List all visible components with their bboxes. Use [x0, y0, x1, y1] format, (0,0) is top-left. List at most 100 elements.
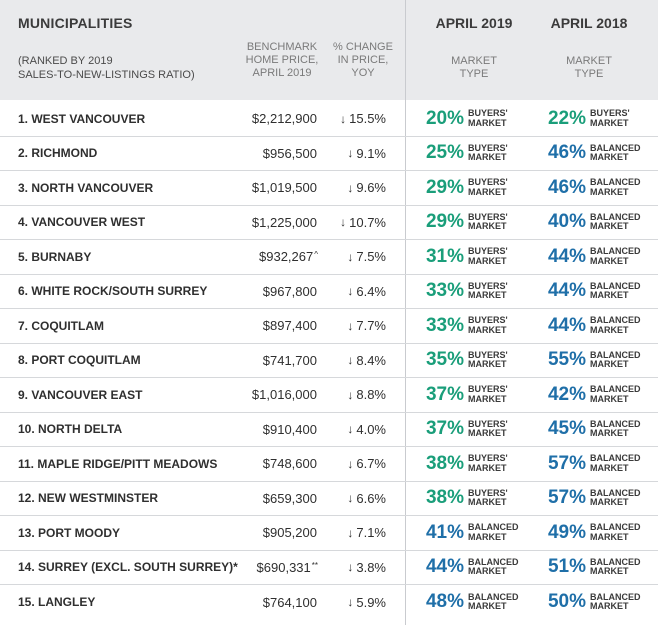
price-change: ↓ 4.0%: [328, 413, 386, 447]
benchmark-price: $659,300: [220, 482, 318, 516]
market-type-line: BUYERS': [468, 177, 508, 188]
market-2018: 57% BALANCED MARKET: [530, 447, 652, 481]
market-type-2019: BUYERS' MARKET: [468, 178, 526, 197]
price-change: ↓ 10.7%: [328, 206, 386, 240]
market-type-line: MARKET: [590, 117, 629, 128]
municipality-name: 4. VANCOUVER WEST: [18, 215, 146, 230]
price-change-value: 15.5%: [349, 111, 386, 127]
ratio-2018: 51%: [547, 556, 586, 578]
benchmark-price-value: $1,019,500: [251, 180, 317, 196]
market-type-line: MARKET: [590, 221, 629, 232]
market-type-2018: BALANCED MARKET: [590, 419, 648, 439]
municipality-name: 1. WEST VANCOUVER: [18, 111, 146, 126]
price-change: ↓ 15.5%: [328, 102, 386, 136]
benchmark-price: $910,400: [220, 413, 318, 447]
ratio-2019: 38%: [425, 452, 464, 474]
benchmark-price: $764,100: [220, 585, 318, 620]
market-2018: 57% BALANCED MARKET: [530, 482, 652, 516]
ratio-2018: 57%: [547, 452, 586, 474]
benchmark-price: $2,212,900: [220, 102, 318, 136]
table-row: 14. SURREY (EXCL. SOUTH SURREY)* $690,331…: [0, 551, 658, 585]
ratio-2018: 46%: [547, 176, 586, 198]
table-row: 10. NORTH DELTA $910,400 ↓ 4.0% 37% BUYERS' MA…: [0, 413, 658, 447]
ratio-2018: 44%: [547, 280, 586, 302]
market-type-2018: BALANCED MARKET: [590, 523, 648, 542]
market-type-line: MARKET: [590, 290, 629, 301]
market-2018: 44% BALANCED MARKET: [530, 309, 652, 343]
market-type-line: BUYERS': [468, 418, 508, 429]
market-2019: 20% BUYERS' MARKET: [408, 102, 530, 136]
market-2019: 44% BALANCED MARKET: [408, 551, 530, 585]
market-type-2018: BALANCED MARKET: [590, 557, 648, 577]
market-type-line: MARKET: [468, 531, 507, 542]
table-row: 9. VANCOUVER EAST $1,016,000 ↓ 8.8% 37% BUYER…: [0, 378, 658, 413]
benchmark-price: $932,267 ^: [220, 240, 318, 274]
market-2018: 49% BALANCED MARKET: [530, 516, 652, 550]
market-type-2019: BUYERS' MARKET: [468, 488, 526, 508]
benchmark-price-value: $690,331: [256, 559, 311, 575]
ratio-2018: 55%: [547, 349, 586, 371]
market-type-2018: BUYERS' MARKET: [590, 109, 648, 128]
table-row: 6. WHITE ROCK/SOUTH SURREY $967,800 ↓ 6.4% 3…: [0, 275, 658, 309]
market-type-line: BALANCED: [468, 556, 519, 567]
market-type-2019: BUYERS' MARKET: [468, 281, 526, 301]
price-change: ↓ 5.9%: [328, 585, 386, 620]
market-type-header-line: MARKET: [566, 55, 612, 67]
price-change: ↓ 7.1%: [328, 516, 386, 550]
arrow-down-icon: ↓: [340, 215, 347, 230]
market-type-line: MARKET: [590, 186, 629, 197]
ratio-2019: 29%: [425, 211, 464, 233]
market-type-line: BALANCED: [590, 246, 641, 257]
arrow-down-icon: ↓: [347, 146, 354, 161]
arrow-down-icon: ↓: [347, 525, 354, 540]
market-type-header-2018: MARKET TYPE: [534, 55, 644, 81]
table-row: 5. BURNABY $932,267 ^ ↓ 7.5% 31% BUYERS' MARKET…: [0, 240, 658, 275]
price-change-value: 8.8%: [356, 387, 386, 403]
market-type-line: MARKET: [590, 497, 629, 508]
municipality-name: 7. COQUITLAM: [18, 318, 104, 333]
benchmark-price-value: $741,700: [262, 352, 317, 368]
municipality-name: 6. WHITE ROCK/SOUTH SURREY: [18, 284, 208, 299]
market-type-2018: BALANCED MARKET: [590, 488, 648, 508]
change-header-line: IN PRICE,: [337, 54, 389, 66]
market-type-line: BUYERS': [468, 384, 508, 395]
price-change-value: 4.0%: [356, 421, 386, 437]
market-type-line: BALANCED: [468, 591, 519, 602]
ratio-2019: 33%: [425, 280, 464, 302]
benchmark-header-line: APRIL 2019: [252, 67, 312, 79]
price-change-value: 7.7%: [356, 318, 386, 334]
market-type-line: MARKET: [590, 255, 629, 266]
market-type-line: BUYERS': [468, 315, 508, 326]
table-row: 2. RICHMOND $956,500 ↓ 9.1% 25% BUYERS' MARKET…: [0, 137, 658, 171]
price-change: ↓ 8.4%: [328, 344, 386, 378]
change-header-line: YOY: [351, 67, 375, 79]
market-type-line: MARKET: [468, 566, 507, 577]
price-change-value: 7.5%: [356, 249, 386, 265]
ratio-2018: 42%: [547, 383, 586, 405]
table-row: 11. MAPLE RIDGE/PITT MEADOWS $748,600 ↓ 6.7…: [0, 447, 658, 482]
benchmark-price: $905,200: [220, 516, 318, 550]
benchmark-price: $1,016,000: [220, 378, 318, 412]
table-row: 3. NORTH VANCOUVER $1,019,500 ↓ 9.6% 29% BUYE…: [0, 171, 658, 206]
benchmark-price-value: $764,100: [262, 594, 317, 610]
price-change: ↓ 8.8%: [328, 378, 386, 412]
market-type-line: BUYERS': [468, 142, 508, 153]
benchmark-price: $741,700: [220, 344, 318, 378]
price-change-value: 5.9%: [356, 594, 386, 610]
market-type-line: BALANCED: [590, 280, 641, 291]
municipality-name: 14. SURREY (EXCL. SOUTH SURREY)*: [18, 560, 238, 575]
market-type-2019: BUYERS' MARKET: [468, 247, 526, 266]
market-type-2018: BALANCED MARKET: [590, 592, 648, 612]
price-change-value: 3.8%: [356, 559, 386, 575]
ratio-2019: 48%: [425, 591, 464, 613]
table-body: 1. WEST VANCOUVER $2,212,900 ↓ 15.5% 20% BUYE…: [0, 102, 658, 620]
market-type-line: MARKET: [468, 255, 507, 266]
benchmark-price-value: $905,200: [262, 525, 317, 541]
benchmark-price-value: $910,400: [262, 421, 317, 437]
table-row: 15. LANGLEY $764,100 ↓ 5.9% 48% BALANCED MARKE…: [0, 585, 658, 620]
ratio-2018: 40%: [547, 211, 586, 233]
benchmark-price: $748,600: [220, 447, 318, 481]
market-type-line: BALANCED: [590, 211, 641, 222]
market-2019: 48% BALANCED MARKET: [408, 585, 530, 620]
